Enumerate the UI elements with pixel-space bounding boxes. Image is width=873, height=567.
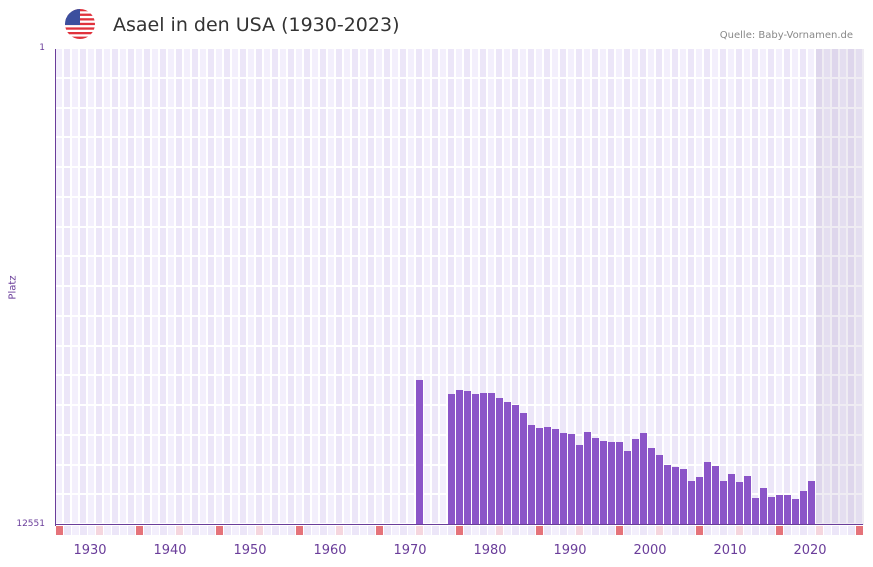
y-tick-bottom: 12551 — [16, 519, 45, 529]
x-tick-label: 1940 — [153, 543, 187, 558]
bar-2017[interactable] — [768, 496, 775, 525]
bar-2012[interactable] — [728, 473, 735, 525]
x-tick-label: 2020 — [793, 543, 827, 558]
bar-1993[interactable] — [576, 444, 583, 525]
bar-1994[interactable] — [584, 431, 591, 525]
bar-1980[interactable] — [472, 393, 479, 525]
bar-1991[interactable] — [560, 432, 567, 525]
bar-1979[interactable] — [464, 390, 471, 525]
bar-2020[interactable] — [792, 498, 799, 525]
x-tick-label: 1930 — [73, 543, 107, 558]
bar-1985[interactable] — [512, 404, 519, 525]
chart-title: Asael in den USA (1930-2023) — [113, 14, 400, 36]
bar-1973[interactable] — [416, 379, 423, 525]
bar-1989[interactable] — [544, 426, 551, 525]
x-tick-label: 1990 — [553, 543, 587, 558]
bar-2008[interactable] — [696, 476, 703, 525]
x-tick-label: 1960 — [313, 543, 347, 558]
bar-1987[interactable] — [528, 424, 535, 525]
source-credit: Quelle: Baby-Vornamen.de — [719, 30, 853, 41]
y-axis — [55, 49, 56, 526]
bar-2003[interactable] — [656, 454, 663, 525]
bar-2019[interactable] — [784, 494, 791, 525]
bar-2009[interactable] — [704, 461, 711, 525]
bar-2015[interactable] — [752, 497, 759, 525]
bar-1977[interactable] — [448, 393, 455, 525]
x-axis — [55, 524, 863, 525]
bar-2021[interactable] — [800, 490, 807, 525]
y-tick-top: 1 — [39, 43, 45, 53]
bar-1992[interactable] — [568, 433, 575, 525]
bar-1997[interactable] — [608, 441, 615, 525]
bar-2004[interactable] — [664, 464, 671, 525]
bar-1995[interactable] — [592, 437, 599, 525]
x-tick-label: 1980 — [473, 543, 507, 558]
bar-1996[interactable] — [600, 440, 607, 525]
bar-2001[interactable] — [640, 432, 647, 525]
bar-1982[interactable] — [488, 392, 495, 525]
bar-2000[interactable] — [632, 438, 639, 525]
bar-1983[interactable] — [496, 397, 503, 525]
bar-2006[interactable] — [680, 468, 687, 525]
bar-2014[interactable] — [744, 475, 751, 525]
bar-1999[interactable] — [624, 450, 631, 525]
bar-1984[interactable] — [504, 401, 511, 525]
bar-2018[interactable] — [776, 494, 783, 525]
bar-2010[interactable] — [712, 465, 719, 525]
x-tick-label: 2010 — [713, 543, 747, 558]
x-tick-label: 1970 — [393, 543, 427, 558]
bar-2022[interactable] — [808, 480, 815, 525]
bar-1981[interactable] — [480, 392, 487, 525]
usa-flag-icon — [65, 9, 95, 39]
bar-1998[interactable] — [616, 441, 623, 525]
x-tick-label: 1950 — [233, 543, 267, 558]
x-tick-label: 2000 — [633, 543, 667, 558]
y-axis-label: Platz — [7, 275, 19, 300]
bar-2011[interactable] — [720, 480, 727, 525]
bar-2005[interactable] — [672, 466, 679, 525]
bar-1978[interactable] — [456, 389, 463, 525]
bar-1988[interactable] — [536, 427, 543, 525]
bar-2007[interactable] — [688, 480, 695, 525]
bar-2013[interactable] — [736, 481, 743, 525]
bar-1986[interactable] — [520, 412, 527, 525]
bar-2002[interactable] — [648, 447, 655, 525]
bar-1990[interactable] — [552, 428, 559, 525]
plot-area — [56, 49, 864, 525]
future-shaded-region — [816, 49, 864, 525]
bar-2016[interactable] — [760, 487, 767, 525]
